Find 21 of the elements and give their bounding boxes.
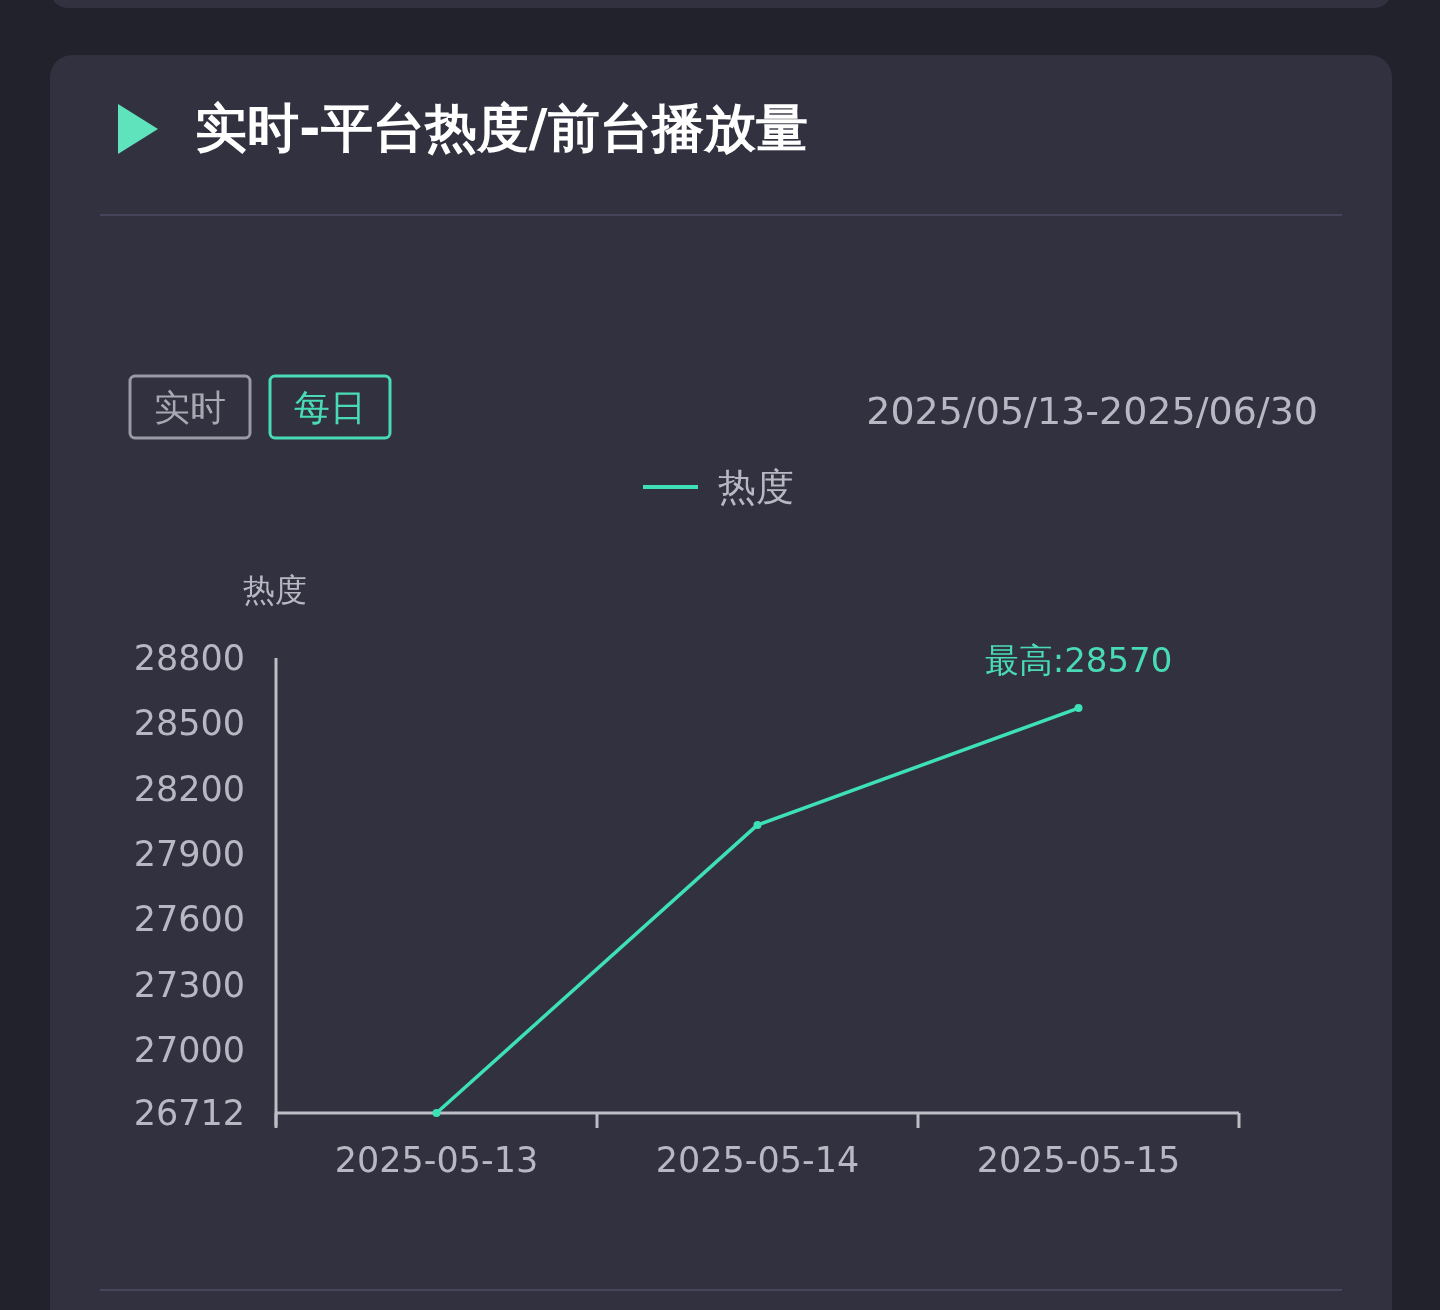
point [753,820,762,829]
annotation: 最高:28570 [984,640,1173,681]
point [1074,704,1083,713]
y-tick-label: 27600 [133,899,245,940]
y-tick-label: 28200 [133,768,245,809]
y-tick-label: 27000 [133,1030,245,1071]
point [432,1109,441,1117]
chart-title: 实时-平台热度/前台播放量 [195,98,808,158]
button: 实时 [128,374,252,440]
y-tick-label: 28800 [133,638,245,678]
x-tick-label: 2025-05-13 [334,1140,539,1180]
x-tick-label: 2025-05-14 [655,1140,860,1180]
y-tick-label: 26712 [133,1093,245,1133]
x-tick-label: 2025-05-15 [976,1140,1181,1180]
y-tick-label: 28500 [133,703,245,744]
y-tick-label: 27300 [133,964,245,1005]
legend-label: 热度 [718,465,794,509]
y-axis-title: 热度 [243,571,307,609]
chart-subtitle: 2025/05/13-2025/06/30 [866,389,1318,433]
y-tick-label: 27900 [133,834,245,875]
button: 每日 [268,374,392,440]
